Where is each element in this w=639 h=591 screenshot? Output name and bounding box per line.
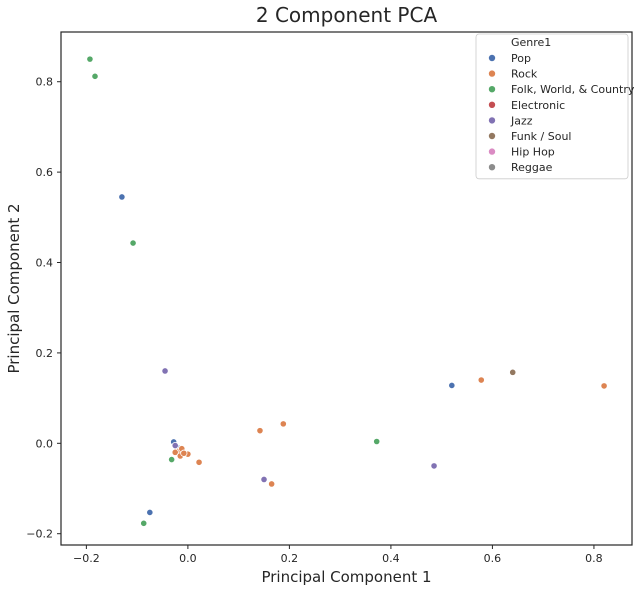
y-tick-label: −0.2	[26, 528, 53, 541]
point-pop	[146, 508, 154, 517]
point-rock	[180, 449, 188, 457]
legend-label: Hip Hop	[511, 146, 555, 159]
point-folk-world-country	[168, 455, 176, 464]
point-pop	[448, 381, 456, 390]
point-folk-world-country	[129, 239, 137, 247]
legend-label: Reggae	[511, 161, 553, 174]
chart-title: 2 Component PCA	[256, 3, 438, 27]
point-folk-world-country	[91, 72, 99, 80]
y-tick-label: 0.0	[36, 437, 54, 450]
point-funk-soul	[509, 368, 517, 376]
point-jazz	[171, 441, 179, 450]
legend-label: Rock	[511, 68, 538, 81]
y-tick-label: 0.6	[36, 166, 54, 179]
legend: Genre1 Pop Rock Folk, World, & Country Elec…	[475, 33, 635, 180]
x-tick-label: 0.2	[281, 552, 299, 565]
legend-marker	[488, 132, 496, 140]
point-folk-world-country	[373, 437, 381, 446]
legend-box	[475, 33, 629, 180]
legend-label: Jazz	[510, 114, 533, 127]
legend-label: Electronic	[511, 99, 565, 112]
legend-marker	[488, 69, 496, 78]
point-rock	[256, 427, 264, 435]
legend-marker	[488, 163, 496, 171]
legend-label: Pop	[511, 52, 531, 65]
y-axis-label: Principal Component 2	[5, 203, 23, 373]
ticks-layer: −0.2 0.0 0.2 0.4 0.6 0.8 −0.2 0.0 0.2 0.4 0.6 0.8	[26, 76, 602, 565]
legend-items: Pop Rock Folk, World, & Country Electronic J…	[488, 52, 635, 174]
legend-label: Folk, World, & Country	[511, 83, 635, 96]
x-tick-label: 0.4	[382, 552, 400, 565]
legend-marker	[488, 116, 496, 125]
x-tick-label: 0.0	[179, 552, 197, 565]
point-pop	[118, 193, 126, 201]
legend-title: Genre1	[511, 36, 551, 49]
y-tick-label: 0.4	[36, 257, 54, 270]
point-rock	[600, 382, 608, 390]
point-rock	[195, 458, 203, 466]
point-rock	[268, 480, 276, 488]
point-folk-world-country	[140, 519, 148, 527]
point-jazz	[430, 462, 438, 470]
point-folk-world-country	[86, 55, 94, 63]
point-jazz	[161, 367, 169, 375]
x-axis-label: Principal Component 1	[261, 568, 431, 586]
x-tick-label: −0.2	[73, 552, 100, 565]
plot-frame	[60, 31, 633, 546]
point-rock	[279, 420, 287, 428]
y-tick-label: 0.8	[36, 76, 54, 89]
legend-marker	[488, 85, 496, 93]
point-jazz	[260, 475, 268, 484]
points-layer	[86, 55, 608, 527]
y-tick-label: 0.2	[36, 347, 54, 360]
x-tick-label: 0.6	[484, 552, 502, 565]
point-rock	[477, 376, 485, 384]
legend-label: Funk / Soul	[511, 130, 571, 143]
legend-marker	[488, 101, 496, 109]
legend-marker	[488, 147, 496, 156]
legend-marker	[488, 54, 496, 62]
x-tick-label: 0.8	[585, 552, 603, 565]
